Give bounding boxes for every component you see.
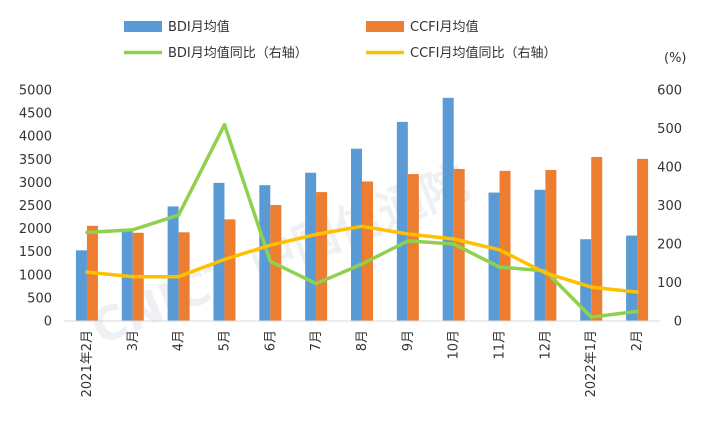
x-category-label: 2021年2月 (80, 330, 95, 397)
bar-bdi (626, 235, 638, 321)
point-ccfi-yoy (452, 237, 456, 241)
point-bdi-yoy (314, 282, 318, 286)
point-bdi-yoy (589, 315, 593, 319)
y-right-tick-label: 500 (657, 122, 682, 137)
x-category-label: 12月 (538, 330, 553, 360)
bar-bdi (534, 189, 546, 321)
point-bdi-yoy (177, 213, 181, 217)
point-ccfi-yoy (222, 257, 227, 261)
point-ccfi-yoy (268, 243, 272, 247)
bar-ccfi (407, 174, 419, 321)
point-ccfi-yoy (360, 224, 364, 228)
bar-bdi (442, 97, 454, 321)
y-right-tick-label: 100 (657, 276, 682, 291)
point-bdi-yoy (406, 239, 410, 243)
x-category-label: 11月 (493, 330, 508, 360)
bar-bdi (396, 121, 408, 322)
point-bdi-yoy (452, 242, 456, 246)
legend-label: BDI月均值 (168, 19, 230, 35)
point-bdi-yoy (497, 265, 502, 269)
x-category-label: 4月 (172, 330, 187, 351)
point-bdi-yoy (635, 309, 639, 313)
point-ccfi-yoy (635, 290, 639, 294)
x-category-label: 10月 (447, 330, 462, 360)
bar-ccfi (499, 170, 511, 321)
line-layer (85, 122, 639, 319)
y-left-tick-label: 3500 (19, 153, 52, 168)
y-right-tick-label: 300 (657, 199, 682, 214)
point-bdi-yoy (360, 262, 364, 266)
y-left-tick-label: 0 (44, 315, 52, 330)
y-left-tick-label: 500 (27, 291, 52, 306)
point-bdi-yoy (85, 230, 89, 235)
x-category-label: 2022年1月 (584, 330, 599, 397)
bar-ccfi (178, 232, 190, 321)
point-ccfi-yoy (497, 248, 502, 252)
legend-label: CCFI月均值 (410, 19, 478, 35)
x-category-label: 6月 (263, 330, 278, 351)
legend-swatch (124, 21, 162, 32)
y-left-tick-label: 1000 (19, 268, 52, 283)
bar-ccfi (224, 219, 236, 321)
bar-ccfi (362, 181, 373, 321)
bar-bdi (167, 206, 179, 321)
point-ccfi-yoy (131, 275, 135, 279)
x-category-label: 9月 (401, 330, 416, 351)
x-category-label: 5月 (217, 330, 232, 351)
bar-ccfi (545, 169, 557, 321)
y-left-tick-label: 1500 (19, 245, 52, 260)
y-right-tick-label: 400 (657, 161, 682, 176)
bar-bdi (488, 192, 500, 321)
y-left-tick-label: 3000 (19, 176, 52, 191)
point-bdi-yoy (222, 123, 227, 127)
y-left-tick-label: 4500 (19, 107, 52, 122)
legend-label: CCFI月均值同比（右轴） (410, 45, 556, 61)
bar-bdi (75, 250, 87, 321)
axis-layer: 0500100015002000250030003500400045005000… (19, 84, 682, 398)
right-axis-unit: (%) (664, 51, 687, 66)
x-category-label: 2月 (630, 330, 645, 351)
point-ccfi-yoy (543, 271, 547, 275)
legend-label: BDI月均值同比（右轴） (168, 45, 308, 61)
legend-swatch (366, 21, 404, 32)
y-right-tick-label: 600 (657, 84, 682, 99)
y-left-tick-label: 5000 (19, 84, 52, 99)
bar-bdi (213, 182, 225, 321)
bar-ccfi (637, 158, 649, 321)
point-ccfi-yoy (177, 275, 181, 279)
point-ccfi-yoy (406, 232, 410, 236)
point-ccfi-yoy (589, 285, 593, 289)
legend: BDI月均值 CCFI月均值 BDI月均值同比（右轴） CCFI月均值同比（右轴） (124, 19, 556, 61)
point-bdi-yoy (268, 259, 272, 263)
bar-bdi (351, 148, 362, 321)
y-left-tick-label: 2500 (19, 199, 52, 214)
y-right-tick-label: 200 (657, 238, 682, 253)
x-category-label: 7月 (309, 330, 324, 351)
bar-bdi (305, 172, 317, 321)
bar-bdi (259, 185, 271, 321)
point-ccfi-yoy (314, 232, 318, 236)
y-right-tick-label: 0 (674, 315, 682, 330)
bar-ccfi (316, 192, 328, 321)
bar-ccfi (591, 156, 603, 321)
point-bdi-yoy (131, 228, 135, 232)
y-left-tick-label: 2000 (19, 222, 52, 237)
y-left-tick-label: 4000 (19, 130, 52, 145)
x-category-label: 8月 (355, 330, 370, 351)
bar-bdi (580, 239, 592, 321)
point-ccfi-yoy (85, 270, 89, 274)
x-category-label: 3月 (126, 330, 141, 351)
